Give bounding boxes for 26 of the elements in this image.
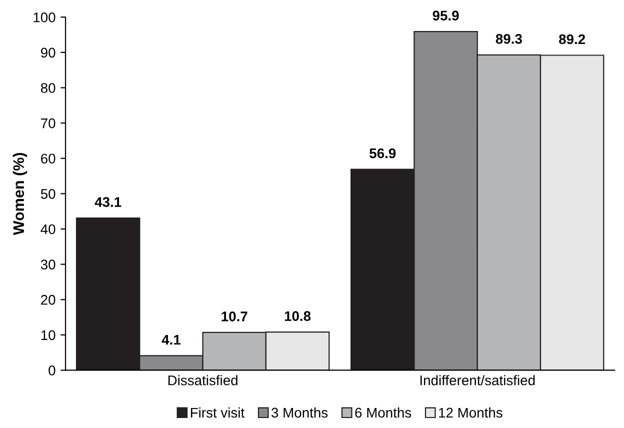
y-tick-label: 30: [40, 260, 56, 270]
data-label: 43.1: [94, 197, 122, 207]
y-tick-label: 60: [41, 154, 56, 164]
data-label: 10.8: [284, 311, 311, 322]
data-label: 56.9: [370, 148, 396, 158]
legend-label: 12 Months: [439, 407, 502, 418]
y-tick-label: 50: [40, 189, 56, 199]
legend-label: 3 Months: [272, 407, 328, 418]
y-tick-label: 80: [40, 83, 56, 93]
data-label: 89.2: [559, 34, 586, 44]
data-label: 4.1: [162, 334, 180, 345]
y-tick-label: 40: [40, 224, 56, 234]
x-tick-label: Indifferent/satisfied: [420, 375, 535, 386]
y-axis-title: Women (%): [12, 152, 28, 236]
y-tick-label: 90: [41, 48, 56, 58]
y-tick-label: 20: [41, 294, 56, 305]
y-tick-label: 70: [41, 118, 56, 128]
y-tick-label: 10: [41, 330, 56, 340]
y-tick-label: 0: [48, 366, 56, 376]
data-label: 89.3: [496, 34, 522, 44]
legend-label: 6 Months: [355, 407, 412, 418]
y-tick-label: 100: [34, 12, 56, 22]
data-label: 95.9: [432, 10, 459, 21]
data-label: 10.7: [222, 312, 248, 322]
legend-label: First visit: [190, 407, 244, 418]
x-tick-label: Dissatisfied: [168, 375, 238, 386]
